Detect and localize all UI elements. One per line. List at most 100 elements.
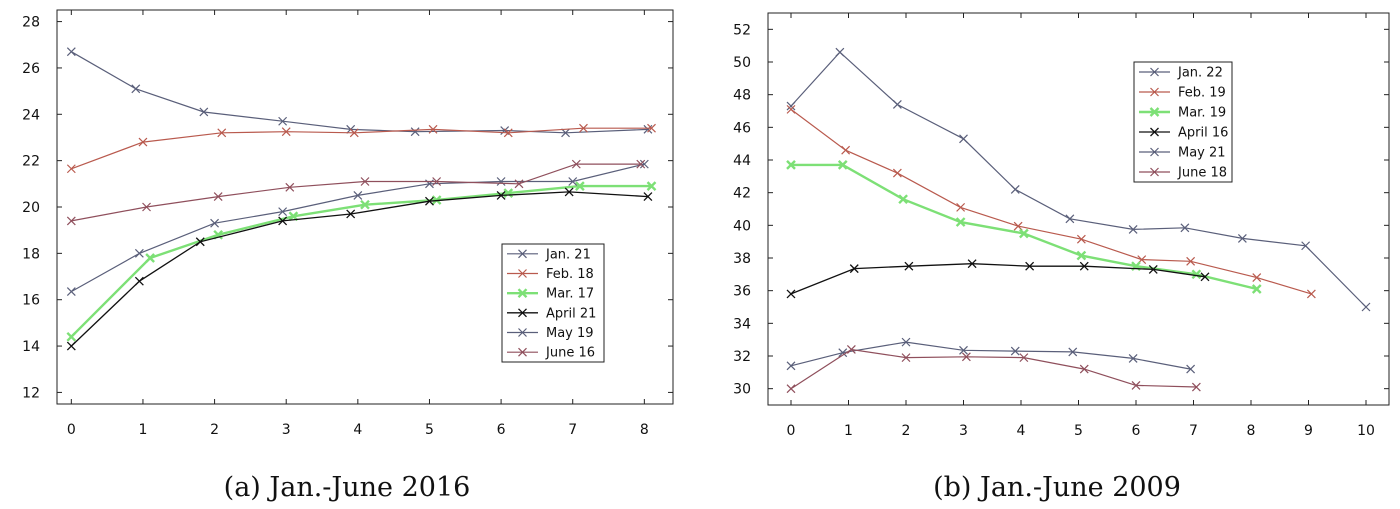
data-point: [1186, 364, 1196, 374]
data-point: [1148, 264, 1158, 274]
legend-marker: [518, 328, 527, 337]
chart-1: 0 1 2 3 4 5 6 7 8 9 10303234363840424446485052Jan.…: [733, 12, 1390, 503]
data-point: [195, 237, 205, 247]
data-point: [786, 160, 796, 170]
y-tick-label: 30: [733, 382, 751, 398]
series-line: [71, 51, 648, 134]
y-tick-label: 44: [733, 153, 751, 169]
data-point: [353, 190, 363, 200]
series-Feb. 18: [66, 123, 656, 174]
legend-label: June 16: [545, 346, 595, 361]
data-point: [360, 177, 370, 186]
x-tick-label: 4: [1017, 423, 1026, 439]
data-point: [278, 216, 288, 226]
legend-marker: [1150, 127, 1159, 137]
data-point: [1131, 380, 1141, 390]
data-point: [66, 341, 76, 351]
data-point: [1237, 233, 1247, 243]
data-point: [1251, 284, 1262, 294]
data-point: [786, 101, 796, 111]
legend-marker: [1150, 147, 1159, 157]
data-point: [1180, 223, 1190, 233]
data-point: [786, 361, 796, 371]
data-point: [1186, 256, 1196, 266]
legend-marker: [1150, 167, 1159, 177]
legend-label: Mar. 19: [1178, 106, 1226, 121]
x-tick-label: 5: [425, 422, 434, 438]
series-line: [790, 51, 1367, 308]
data-point: [425, 196, 434, 206]
data-point: [281, 127, 291, 137]
data-point: [959, 134, 968, 144]
data-point: [849, 264, 859, 274]
x-tick-label: 4: [353, 422, 362, 438]
data-point: [66, 164, 76, 174]
data-point: [901, 337, 911, 347]
data-point: [131, 84, 141, 94]
legend-label: Feb. 19: [1178, 86, 1226, 101]
data-point: [145, 253, 155, 263]
data-point: [432, 177, 442, 186]
legend-label: Jan. 21: [545, 247, 591, 262]
data-point: [278, 116, 288, 126]
legend-label: June 18: [1177, 166, 1227, 181]
series-line: [790, 263, 1206, 295]
data-point: [561, 128, 570, 138]
data-point: [639, 159, 649, 169]
legend-marker: [518, 269, 527, 278]
legend-label: May 19: [546, 326, 594, 341]
data-point: [1191, 382, 1201, 392]
x-tick-label: 3: [959, 423, 968, 439]
y-tick-label: 50: [733, 55, 751, 71]
y-tick-label: 20: [22, 200, 40, 216]
x-tick-label: 7: [1189, 423, 1198, 439]
series-Jan. 22: [786, 47, 1371, 312]
data-point: [1076, 234, 1086, 244]
data-point: [956, 202, 966, 212]
x-tick-label: 9: [1304, 423, 1313, 439]
data-point: [1128, 224, 1138, 234]
x-tick-label: 8: [640, 422, 649, 438]
legend-label: Mar. 17: [546, 287, 594, 302]
y-tick-label: 22: [22, 154, 40, 170]
data-point: [213, 192, 223, 201]
legend-marker: [1149, 107, 1160, 117]
series-June 18: [786, 345, 1201, 394]
x-tick-label: 2: [902, 423, 911, 439]
data-point: [575, 181, 585, 191]
data-point: [138, 137, 148, 147]
x-tick-label: 8: [1247, 423, 1256, 439]
data-point: [1361, 302, 1371, 312]
data-point: [285, 182, 295, 192]
chart-caption: (b) Jan.-June 2009: [933, 472, 1181, 503]
y-tick-label: 24: [22, 107, 40, 123]
data-point: [835, 47, 845, 57]
data-point: [1191, 269, 1202, 280]
series-Jan. 21: [66, 47, 653, 138]
data-point: [66, 216, 76, 226]
y-tick-label: 16: [22, 293, 40, 309]
x-tick-label: 3: [282, 422, 291, 438]
data-point: [636, 159, 646, 169]
data-point: [349, 128, 359, 138]
data-point: [410, 127, 420, 137]
x-tick-label: 1: [138, 422, 147, 438]
data-point: [66, 287, 76, 297]
data-point: [646, 181, 657, 191]
legend-label: May 21: [1178, 146, 1226, 161]
data-point: [199, 107, 209, 117]
x-tick-label: 0: [67, 422, 76, 438]
legend-box: [501, 243, 605, 363]
data-point: [1301, 241, 1311, 251]
y-tick-label: 52: [733, 22, 751, 38]
data-point: [647, 123, 656, 133]
data-point: [841, 145, 851, 155]
y-tick-label: 46: [733, 120, 751, 136]
data-point: [217, 128, 227, 138]
data-point: [1252, 273, 1262, 283]
data-point: [1200, 272, 1210, 282]
data-point: [786, 104, 796, 114]
x-tick-label: 2: [210, 422, 219, 438]
